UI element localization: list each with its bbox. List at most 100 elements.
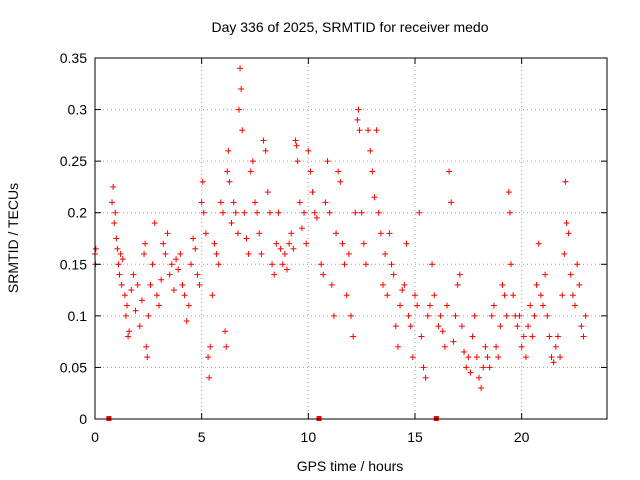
data-point [582, 312, 589, 319]
data-point [446, 168, 453, 175]
data-point [465, 354, 472, 361]
data-point [567, 271, 574, 278]
data-point [258, 250, 265, 257]
data-point [115, 261, 122, 268]
data-point [522, 354, 529, 361]
data-point [420, 364, 427, 371]
data-point [111, 220, 118, 227]
data-point [367, 147, 374, 154]
data-point [482, 343, 489, 350]
data-point [497, 323, 504, 330]
data-point [537, 292, 544, 299]
data-point [126, 328, 133, 335]
data-point [168, 261, 175, 268]
data-point [143, 343, 150, 350]
data-point [162, 250, 169, 257]
data-point [418, 333, 425, 340]
data-point [326, 209, 333, 216]
data-point [170, 287, 177, 294]
data-point [380, 281, 386, 288]
data-point [339, 240, 346, 247]
data-point [238, 85, 245, 92]
data-point [435, 323, 442, 330]
data-point [399, 287, 406, 294]
data-point [209, 292, 216, 299]
data-point [409, 354, 416, 361]
data-point [273, 240, 280, 247]
data-point [217, 199, 224, 206]
data-point [424, 312, 431, 319]
data-point [333, 230, 340, 237]
data-point [109, 199, 116, 206]
data-point [501, 292, 508, 299]
data-point [175, 266, 182, 273]
data-point [473, 354, 480, 361]
data-point [239, 127, 246, 134]
data-point [236, 106, 242, 113]
data-point [213, 250, 220, 257]
data-point [490, 302, 497, 309]
data-point [279, 261, 286, 268]
data-point [580, 333, 587, 340]
data-point [426, 302, 433, 309]
data-point [192, 245, 199, 252]
data-point [223, 343, 230, 350]
data-point [397, 302, 404, 309]
data-point [190, 235, 197, 242]
data-point [412, 292, 418, 299]
data-point [469, 333, 476, 340]
data-point [506, 209, 513, 216]
data-point [542, 271, 549, 278]
data-point [384, 292, 391, 299]
data-point [429, 261, 436, 268]
data-point [292, 137, 299, 144]
data-point [503, 312, 510, 319]
data-point [113, 235, 120, 242]
x-tick-label: 15 [407, 429, 423, 445]
data-point [476, 374, 482, 381]
data-point [371, 194, 378, 201]
data-point [328, 281, 335, 288]
data-point [207, 343, 214, 350]
data-point [345, 250, 352, 257]
data-point [188, 261, 194, 268]
data-point [365, 127, 372, 134]
data-point [247, 168, 254, 175]
data-point [386, 230, 393, 237]
data-point [141, 250, 148, 257]
data-point [463, 364, 470, 371]
data-point [284, 266, 290, 273]
y-tick-label: 0.1 [68, 308, 88, 324]
grid-lines [95, 58, 607, 419]
data-point [288, 230, 295, 237]
data-point [194, 271, 201, 278]
data-point [510, 292, 517, 299]
data-point [488, 312, 495, 319]
data-point [226, 178, 233, 185]
data-point [461, 348, 468, 355]
data-point [237, 65, 244, 72]
data-point [414, 302, 421, 309]
data-point [211, 240, 218, 247]
data-point [394, 343, 401, 350]
data-point [205, 354, 212, 361]
data-point [548, 354, 555, 361]
data-point [480, 364, 487, 371]
data-point [422, 374, 429, 381]
data-point [249, 158, 256, 165]
data-point [335, 168, 342, 175]
x-tick-label: 20 [514, 429, 530, 445]
data-point [266, 209, 273, 216]
data-point [377, 230, 384, 237]
data-point [92, 245, 99, 252]
data-point [110, 183, 117, 190]
data-point [245, 250, 252, 257]
data-point [569, 292, 576, 299]
data-point [416, 209, 423, 216]
data-point [166, 271, 173, 278]
data-point [478, 385, 485, 392]
data-point [142, 240, 149, 247]
data-point [341, 261, 348, 268]
data-point [360, 240, 367, 247]
data-point [484, 354, 491, 361]
